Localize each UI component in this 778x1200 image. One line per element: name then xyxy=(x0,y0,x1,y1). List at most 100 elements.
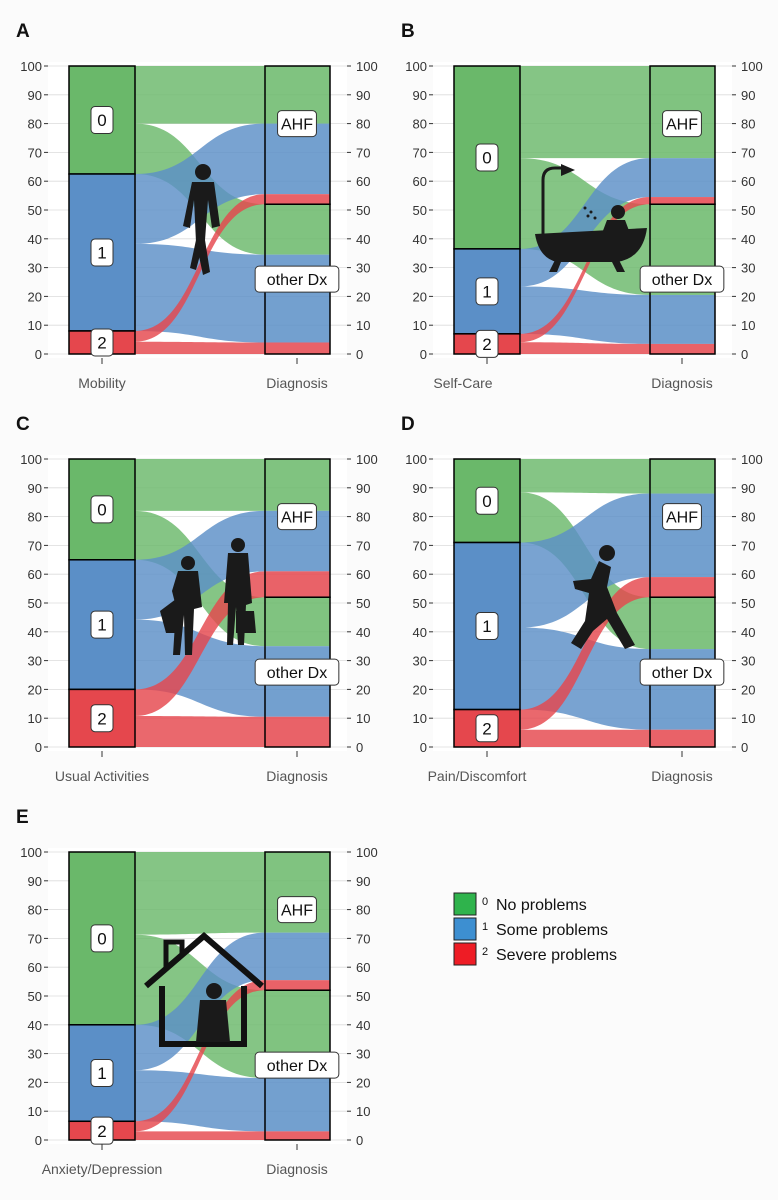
right-segment-other-dx-level-0 xyxy=(265,597,330,647)
person-in-pain-icon xyxy=(571,545,635,649)
y-tick-left: 0 xyxy=(420,347,427,362)
right-segment-other-dx-level-2 xyxy=(265,342,330,354)
y-tick-left: 10 xyxy=(413,318,427,333)
left-level-label-box xyxy=(475,329,499,358)
y-tick-left: 80 xyxy=(28,510,42,525)
y-tick-left: 20 xyxy=(28,1075,42,1090)
diagnosis-label-ahf: AHF xyxy=(662,503,702,531)
left-level-label: 1 xyxy=(90,238,114,267)
diagnosis-label-ahf-box xyxy=(277,503,317,531)
y-tick-right: 30 xyxy=(356,1047,370,1062)
right-axis-title: Diagnosis xyxy=(266,768,327,784)
y-tick-left: 0 xyxy=(420,740,427,755)
flow-level-0-to-AHF xyxy=(135,852,265,935)
left-level-label-text: 2 xyxy=(97,1122,106,1141)
y-tick-left: 70 xyxy=(28,931,42,946)
y-tick-left: 50 xyxy=(28,596,42,611)
right-segment-other-dx-level-0 xyxy=(650,597,715,650)
y-tick-left: 10 xyxy=(28,711,42,726)
flow-level-2-to-AHF xyxy=(135,980,265,1132)
left-level-label: 2 xyxy=(90,328,114,357)
flow-level-1-to-other xyxy=(520,286,650,344)
left-level-label-text: 2 xyxy=(97,334,106,353)
y-tick-right: 90 xyxy=(356,481,370,496)
flow-level-2-to-other xyxy=(135,715,265,747)
left-level-label-box xyxy=(475,714,499,743)
y-tick-left: 70 xyxy=(413,145,427,160)
y-tick-left: 90 xyxy=(413,481,427,496)
diagnosis-label-ahf: AHF xyxy=(277,503,317,531)
left-level-label-box xyxy=(90,610,114,639)
y-tick-left: 80 xyxy=(28,903,42,918)
y-tick-left: 20 xyxy=(413,289,427,304)
y-tick-right: 60 xyxy=(741,174,755,189)
y-tick-right: 100 xyxy=(741,59,763,74)
left-level-label-text: 2 xyxy=(482,719,491,738)
y-tick-right: 100 xyxy=(356,452,378,467)
left-level-label-box xyxy=(90,1116,114,1145)
y-tick-left: 40 xyxy=(413,232,427,247)
y-tick-right: 50 xyxy=(356,989,370,1004)
diagnosis-label-ahf-box xyxy=(662,110,702,138)
y-tick-right: 70 xyxy=(741,538,755,553)
left-level-label-text: 0 xyxy=(97,930,106,949)
y-tick-right: 80 xyxy=(741,510,755,525)
y-tick-right: 0 xyxy=(356,347,363,362)
y-tick-left: 40 xyxy=(413,625,427,640)
diagnosis-label-other-dx-text: other Dx xyxy=(267,665,327,682)
y-tick-right: 10 xyxy=(356,1104,370,1119)
left-level-label-text: 2 xyxy=(97,709,106,728)
y-tick-right: 30 xyxy=(741,261,755,276)
legend: 0 No problems 1 Some problems 2 Severe proble… xyxy=(453,892,617,966)
y-tick-right: 80 xyxy=(741,117,755,132)
y-tick-right: 50 xyxy=(356,596,370,611)
y-tick-right: 70 xyxy=(356,538,370,553)
diagnosis-label-other-dx-text: other Dx xyxy=(652,272,712,289)
y-tick-left: 60 xyxy=(413,567,427,582)
y-tick-right: 40 xyxy=(741,232,755,247)
y-tick-right: 60 xyxy=(356,567,370,582)
y-tick-right: 70 xyxy=(741,145,755,160)
y-tick-left: 30 xyxy=(413,261,427,276)
left-level-label: 0 xyxy=(90,924,114,953)
y-tick-left: 60 xyxy=(28,567,42,582)
y-tick-right: 40 xyxy=(356,625,370,640)
y-tick-left: 20 xyxy=(28,682,42,697)
left-level-label: 1 xyxy=(90,1059,114,1088)
right-axis-title: Diagnosis xyxy=(651,768,712,784)
y-tick-left: 30 xyxy=(28,261,42,276)
y-tick-right: 100 xyxy=(356,59,378,74)
right-segment-other-dx-level-2 xyxy=(650,343,715,354)
right-segment-other-dx-level-1 xyxy=(265,1078,330,1132)
left-axis-title: Mobility xyxy=(78,375,125,391)
right-segment-ahf-level-2 xyxy=(265,571,330,598)
left-level-label-box xyxy=(475,143,499,172)
y-tick-right: 60 xyxy=(356,960,370,975)
right-segment-ahf-level-0 xyxy=(650,459,715,494)
y-tick-left: 90 xyxy=(413,88,427,103)
left-level-label: 0 xyxy=(475,143,499,172)
left-level-label-text: 2 xyxy=(482,335,491,354)
legend-swatch-2 xyxy=(453,942,477,966)
y-tick-right: 80 xyxy=(356,510,370,525)
y-tick-left: 90 xyxy=(28,481,42,496)
y-tick-right: 0 xyxy=(741,740,748,755)
y-tick-left: 10 xyxy=(28,1104,42,1119)
left-level-label-box xyxy=(90,106,114,134)
left-level-label-text: 1 xyxy=(97,616,106,635)
left-level-label-box xyxy=(90,1059,114,1088)
left-level-label-box xyxy=(475,486,499,515)
diagnosis-label-other-dx-box xyxy=(639,265,725,293)
left-level-label: 0 xyxy=(475,486,499,515)
y-tick-right: 0 xyxy=(741,347,748,362)
y-tick-left: 90 xyxy=(28,88,42,103)
y-tick-left: 100 xyxy=(20,452,42,467)
legend-swatch-0 xyxy=(453,892,477,916)
y-tick-right: 80 xyxy=(356,117,370,132)
left-level-label-text: 1 xyxy=(97,244,106,263)
y-tick-right: 30 xyxy=(356,654,370,669)
right-segment-ahf-level-2 xyxy=(650,577,715,598)
